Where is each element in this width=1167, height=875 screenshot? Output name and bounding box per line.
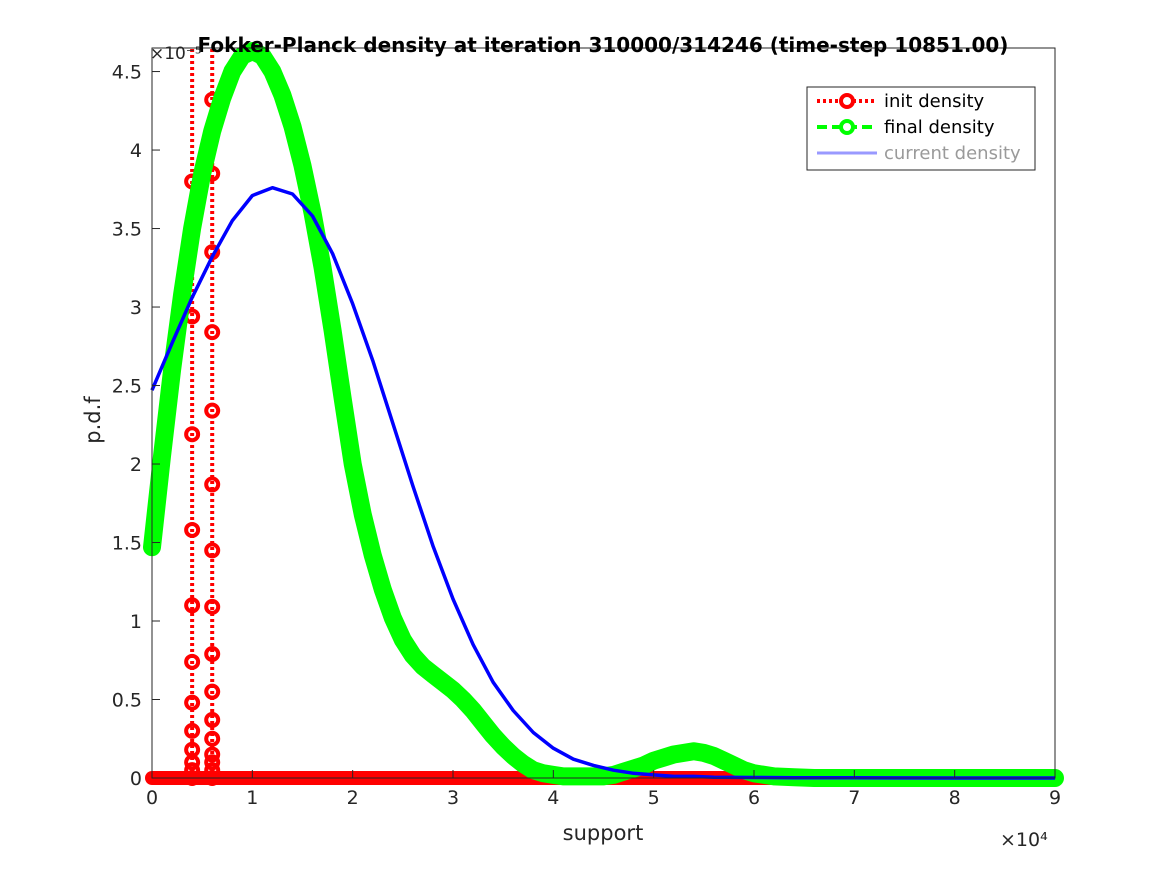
init-density-marker <box>204 683 221 700</box>
y-tick-label: 2 <box>130 454 142 476</box>
x-tick-label: 9 <box>1049 787 1061 809</box>
y-exponent-label: ×10⁻⁵ <box>150 44 202 64</box>
init-density-marker <box>184 741 201 758</box>
y-tick-label: 3 <box>130 297 142 319</box>
axes-box <box>151 47 1056 779</box>
init-density-marker <box>184 653 201 670</box>
x-tick-label: 6 <box>748 787 760 809</box>
init-density-marker <box>204 711 221 728</box>
legend-label: current density <box>884 143 1021 164</box>
init-density-marker <box>184 722 201 739</box>
init-density-marker <box>204 730 221 747</box>
y-tick-label: 0.5 <box>112 690 142 712</box>
init-density-marker <box>204 324 221 341</box>
y-tick-label: 4.5 <box>112 62 142 84</box>
y-tick-label: 1 <box>130 611 142 633</box>
init-density-marker <box>204 746 221 763</box>
legend-marker <box>839 93 855 109</box>
x-tick-label: 1 <box>246 787 258 809</box>
init-density-marker <box>204 762 221 779</box>
legend-label: init density <box>884 91 985 112</box>
x-axis-label: support <box>563 821 644 845</box>
current-density-line <box>150 185 1055 780</box>
init-density-marker <box>204 402 221 419</box>
x-tick-label: 0 <box>146 787 158 809</box>
init-density-marker <box>204 476 221 493</box>
init-density-marker <box>184 597 201 614</box>
y-tick-label: 3.5 <box>112 219 142 241</box>
init-density-marker <box>204 542 221 559</box>
init-density-marker <box>204 645 221 662</box>
series-final-density <box>143 42 1064 787</box>
x-exponent-label: ×10⁴ <box>1000 829 1048 851</box>
x-tick-label: 2 <box>347 787 359 809</box>
x-tick-label: 4 <box>547 787 559 809</box>
y-tick-label: 2.5 <box>112 376 142 398</box>
init-density-marker <box>204 754 221 771</box>
x-tick-label: 7 <box>848 787 860 809</box>
init-density-marker <box>184 762 201 779</box>
init-density-marker <box>184 694 201 711</box>
y-tick-label: 4 <box>130 140 142 162</box>
legend-label: final density <box>884 117 995 138</box>
init-density-marker <box>184 426 201 443</box>
init-density-marker <box>184 521 201 538</box>
init-density-marker <box>204 598 221 615</box>
x-tick-label: 8 <box>949 787 961 809</box>
y-axis-label: p.d.f <box>81 396 105 444</box>
x-tick-label: 5 <box>648 787 660 809</box>
chart-title: Fokker-Planck density at iteration 31000… <box>198 33 1009 57</box>
legend: init density final density current density <box>806 86 1036 171</box>
y-tick-label: 1.5 <box>112 533 142 555</box>
x-tick-label: 3 <box>447 787 459 809</box>
series-current-density <box>150 185 1055 780</box>
legend-marker <box>839 119 855 135</box>
final-density-line <box>143 42 1064 787</box>
y-tick-label: 0 <box>130 768 142 790</box>
